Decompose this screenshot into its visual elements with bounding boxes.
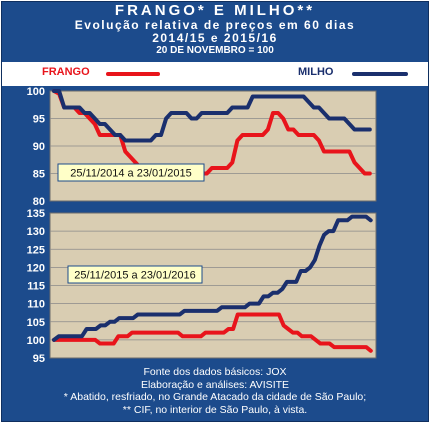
legend: FRANGO MILHO [2, 62, 428, 86]
y-tick-label: 80 [33, 196, 45, 206]
footer-note-milho: ** CIF, no interior de São Paulo, à vist… [122, 403, 308, 416]
series-line-milho [52, 89, 372, 143]
y-tick-label: 95 [33, 353, 45, 365]
y-tick-label: 130 [27, 226, 45, 238]
y-tick-label: 125 [27, 244, 45, 256]
footer-source: Fonte dos dados básicos: JOX [143, 366, 287, 378]
period-label-box [57, 163, 205, 182]
series-line-milho [52, 214, 373, 342]
period-label-box [67, 265, 203, 284]
chart-title: FRANGO* E MILHO** [114, 2, 316, 19]
y-tick-label: 115 [27, 281, 45, 293]
chart-2014-15: 80 85 90 95 100 25/11/2014 a 23/01/2015 [27, 86, 377, 206]
y-tick-label: 100 [27, 86, 45, 98]
period-label: 25/11/2015 a 23/01/2016 [74, 270, 196, 282]
chart-subtitle: Evolução relativa de preços em 60 dias [74, 18, 356, 32]
legend-frango-swatch [106, 72, 160, 76]
y-tick-label: 95 [33, 114, 45, 126]
series-line-frango [52, 312, 373, 353]
legend-frango-label: FRANGO [42, 66, 90, 78]
y-tick-label: 105 [27, 317, 45, 329]
y-tick-label: 100 [27, 335, 45, 347]
y-tick-label: 90 [33, 141, 45, 153]
y-tick-label: 135 [27, 208, 45, 220]
footer-note-frango: * Abatido, resfriado, no Grande Atacado … [63, 391, 367, 403]
y-tick-label: 85 [33, 169, 45, 181]
chart-years: 2014/15 e 2015/16 [152, 31, 278, 45]
y-tick-label: 110 [27, 299, 45, 311]
chart-base: 20 DE NOVEMBRO = 100 [156, 45, 274, 56]
period-label: 25/11/2014 a 23/01/2015 [70, 168, 192, 180]
footer: Fonte dos dados básicos: JOX Elaboração … [2, 366, 428, 416]
footer-analysis: Elaboração e análises: AVISITE [140, 378, 290, 391]
chart-header: FRANGO* E MILHO** Evolução relativa de p… [2, 2, 428, 62]
legend-milho-swatch [352, 72, 408, 76]
chart-2015-16: 95 100 105 110 115 120 125 130 135 25/11/2015 a 2… [27, 208, 377, 365]
series-line-frango [52, 89, 372, 176]
legend-milho-label: MILHO [298, 66, 334, 78]
y-tick-label: 120 [27, 262, 45, 274]
